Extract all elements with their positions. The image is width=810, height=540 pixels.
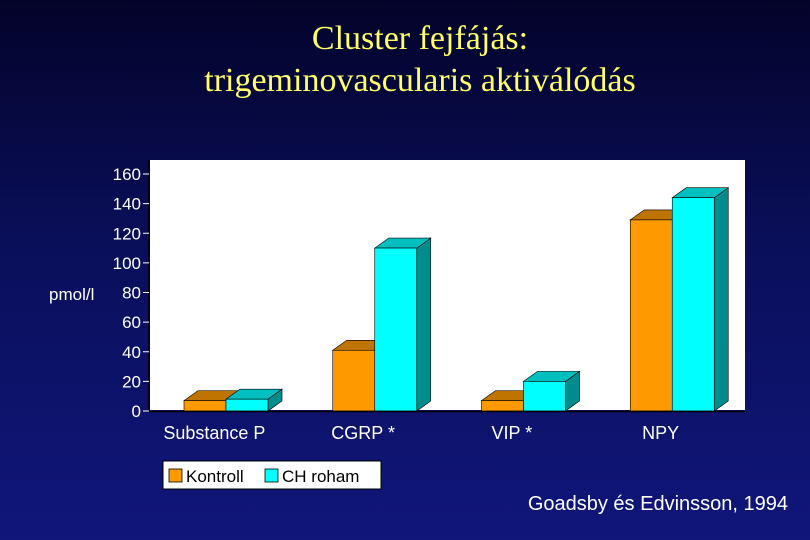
bar-ch-roham-3: [522, 370, 581, 412]
y-tick-label: 160: [113, 165, 141, 184]
legend-swatch: [168, 468, 183, 483]
x-tick-label: NPY: [642, 423, 679, 443]
y-tick-label: 120: [113, 224, 141, 243]
x-tick-label: Substance P: [163, 423, 265, 443]
legend-swatch: [264, 468, 279, 483]
x-tick-label: VIP *: [492, 423, 533, 443]
y-tick-label: 0: [132, 402, 141, 421]
slide-title: Cluster fejfájás: trigeminovascularis ak…: [0, 18, 810, 102]
y-tick-label: 140: [113, 195, 141, 214]
legend-box: [162, 460, 382, 490]
legend-label: CH roham: [282, 467, 359, 486]
y-tick-label: 40: [122, 343, 141, 362]
y-axis-label: pmol/l: [49, 285, 94, 304]
citation: Goadsby és Edvinsson, 1994: [527, 493, 788, 515]
legend-label: Kontroll: [186, 467, 244, 486]
bar-ch-roham-2: [373, 237, 432, 412]
y-tick-label: 20: [122, 372, 141, 391]
y-tick-label: 60: [122, 313, 141, 332]
title-line-1: Cluster fejfájás:: [311, 20, 529, 57]
y-tick-label: 80: [122, 284, 141, 303]
y-tick-label: 100: [113, 254, 141, 273]
title-line-2: trigeminovascularis aktiválódás: [204, 62, 636, 99]
bar-ch-roham-4: [671, 187, 730, 412]
x-tick-label: CGRP *: [331, 423, 395, 443]
